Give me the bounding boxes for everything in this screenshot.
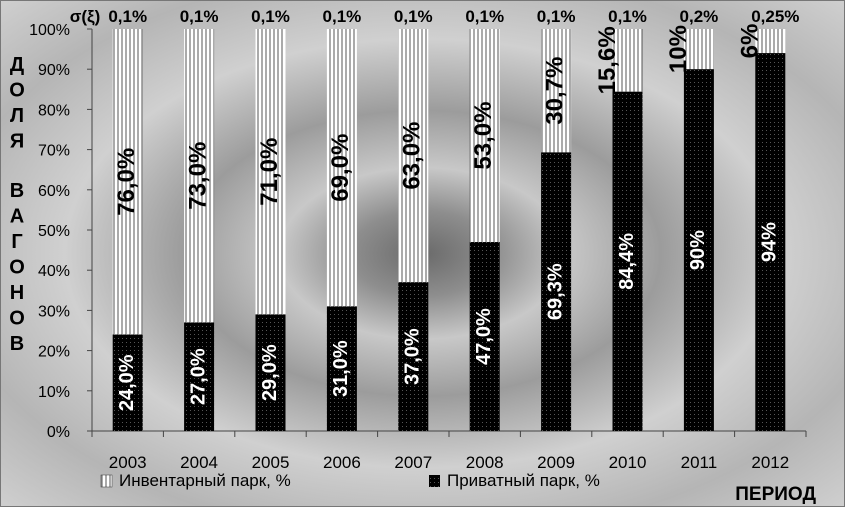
inventory-value-label: 30,7%: [541, 57, 568, 125]
private-bar: [112, 334, 143, 431]
y-axis-title-letter: В: [10, 333, 24, 355]
private-bar: [755, 53, 786, 432]
sigma-value-label: 0,1%: [108, 7, 147, 26]
x-tick-label: 2004: [180, 453, 218, 472]
inventory-bar: [612, 29, 643, 92]
y-axis-title-letter: Я: [10, 131, 24, 153]
private-bar: [469, 242, 500, 431]
axes: 0%10%20%30%40%50%60%70%80%90%100%ДОЛЯВАГ…: [9, 22, 807, 441]
private-bar: [326, 306, 357, 431]
sigma-value-label: 0,1%: [537, 7, 576, 26]
y-tick-label: 70%: [38, 143, 70, 160]
legend-swatch-private: [429, 475, 440, 487]
inventory-value-label: 63,0%: [399, 122, 426, 190]
y-axis-title-letter: Г: [11, 231, 22, 253]
x-tick-label: 2005: [252, 453, 290, 472]
y-axis-title-letter: Н: [10, 282, 24, 304]
y-axis-title-letter: Д: [10, 54, 24, 76]
y-tick-label: 100%: [29, 22, 70, 39]
x-tick-label: 2011: [681, 453, 718, 472]
private-bar: [255, 314, 286, 431]
inventory-value-label: 15,6%: [594, 26, 621, 94]
y-tick-label: 80%: [38, 102, 70, 119]
private-value-label: 31,0%: [330, 340, 352, 397]
private-value-label: 94%: [759, 222, 781, 262]
sigma-value-label: 0,1%: [394, 7, 433, 26]
x-tick-label: 2003: [109, 453, 147, 472]
x-tick-label: 2008: [466, 453, 504, 472]
private-bar: [612, 91, 643, 431]
inventory-value-label: 10%: [665, 25, 692, 73]
y-tick-label: 50%: [38, 223, 70, 240]
x-tick-label: 2009: [537, 453, 575, 472]
private-bar: [541, 152, 572, 431]
private-value-label: 69,3%: [544, 263, 566, 320]
legend-label-inventory: Инвентарный парк, %: [119, 471, 291, 490]
inventory-bar: [112, 29, 143, 335]
y-tick-label: 30%: [38, 303, 70, 320]
private-value-label: 24,0%: [116, 354, 138, 411]
x-tick-label: 2012: [751, 453, 789, 472]
inventory-value-label: 73,0%: [184, 142, 211, 210]
y-axis-title-letter: Л: [10, 105, 24, 127]
y-tick-label: 40%: [38, 263, 70, 280]
private-value-label: 84,4%: [616, 233, 638, 290]
y-tick-label: 20%: [38, 344, 70, 361]
y-tick-label: 0%: [47, 424, 70, 441]
x-tick-label: 2006: [323, 453, 361, 472]
inventory-value-label: 53,0%: [470, 101, 497, 169]
inventory-bar: [398, 29, 429, 283]
sigma-value-label: 0,1%: [465, 7, 504, 26]
x-tick-label: 2007: [394, 453, 432, 472]
x-axis-title: ПЕРИОД: [735, 484, 816, 505]
labels: 24,0% 76,0% 2003 0,1% 27,0% 73,0% 2004 0,1% 29,0…: [70, 7, 800, 472]
bars: [112, 29, 786, 432]
inventory-bar: [755, 29, 786, 54]
inventory-bar: [541, 29, 572, 153]
sigma-value-label: 0,1%: [608, 7, 647, 26]
inventory-value-label: 71,0%: [256, 138, 283, 206]
sigma-label: σ(ξ): [70, 7, 101, 26]
private-value-label: 29,0%: [259, 344, 281, 401]
legend: Инвентарный парк, % Приватный парк, % ПЕРИ…: [100, 471, 816, 505]
y-axis-title-letter: О: [9, 257, 25, 279]
inventory-value-label: 69,0%: [327, 134, 354, 202]
inventory-bar: [255, 29, 286, 315]
private-bar: [184, 322, 215, 431]
sigma-value-label: 0,2%: [680, 7, 719, 26]
y-axis-title-letter: О: [9, 80, 25, 102]
y-axis-title-letter: В: [10, 180, 24, 202]
inventory-bar: [683, 29, 714, 70]
inventory-value-label: 76,0%: [113, 148, 140, 216]
y-tick-label: 10%: [38, 384, 70, 401]
legend-label-private: Приватный парк, %: [447, 471, 600, 490]
inventory-value-label: 6%: [737, 24, 764, 59]
inventory-bar: [469, 29, 500, 243]
private-value-label: 47,0%: [473, 308, 495, 365]
sigma-value-label: 0,1%: [251, 7, 290, 26]
private-bar: [398, 282, 429, 431]
sigma-value-label: 0,1%: [323, 7, 362, 26]
inventory-bar: [184, 29, 215, 323]
private-value-label: 37,0%: [402, 328, 424, 385]
y-tick-label: 60%: [38, 183, 70, 200]
private-value-label: 27,0%: [187, 348, 209, 405]
legend-swatch-inventory: [100, 474, 113, 488]
y-tick-label: 90%: [38, 62, 70, 79]
y-axis-title-letter: О: [9, 308, 25, 330]
y-axis-title-letter: А: [10, 206, 24, 228]
sigma-value-label: 0,25%: [751, 7, 799, 26]
x-tick-label: 2010: [609, 453, 647, 472]
private-value-label: 90%: [687, 230, 709, 270]
inventory-bar: [326, 29, 357, 307]
sigma-value-label: 0,1%: [180, 7, 219, 26]
private-bar: [683, 69, 714, 431]
